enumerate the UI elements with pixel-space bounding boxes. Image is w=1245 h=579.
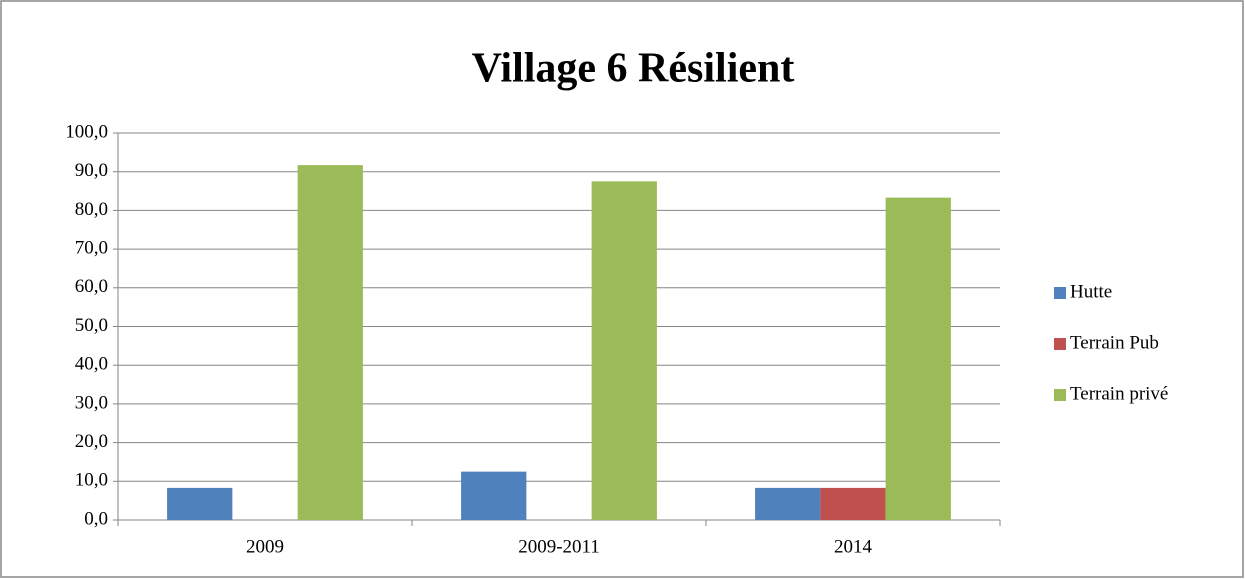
y-tick-label: 50,0 [75, 315, 108, 336]
legend-label: Hutte [1070, 281, 1112, 302]
bar [820, 487, 886, 520]
bar [461, 471, 527, 520]
x-tick-label: 2009 [246, 536, 284, 557]
y-tick-label: 0,0 [84, 508, 108, 529]
y-tick-label: 60,0 [75, 276, 108, 297]
x-tick-label: 2014 [834, 536, 873, 557]
bar [297, 165, 363, 520]
bar [755, 487, 821, 520]
legend-swatch [1054, 389, 1066, 401]
bar [885, 197, 951, 520]
legend-swatch [1054, 338, 1066, 350]
y-tick-label: 80,0 [75, 199, 108, 220]
x-tick-label: 2009-2011 [518, 536, 600, 557]
y-tick-label: 20,0 [75, 431, 108, 452]
legend-label: Terrain privé [1070, 383, 1168, 404]
y-tick-label: 100,0 [65, 121, 108, 142]
chart-title: Village 6 Résilient [472, 46, 795, 92]
y-tick-label: 40,0 [75, 354, 108, 375]
y-tick-label: 30,0 [75, 392, 108, 413]
legend-label: Terrain Pub [1070, 332, 1159, 353]
bar [167, 487, 233, 520]
legend-swatch [1054, 287, 1066, 299]
y-tick-label: 70,0 [75, 237, 108, 258]
y-tick-label: 10,0 [75, 470, 108, 491]
y-tick-label: 90,0 [75, 160, 108, 181]
bar [591, 181, 657, 520]
